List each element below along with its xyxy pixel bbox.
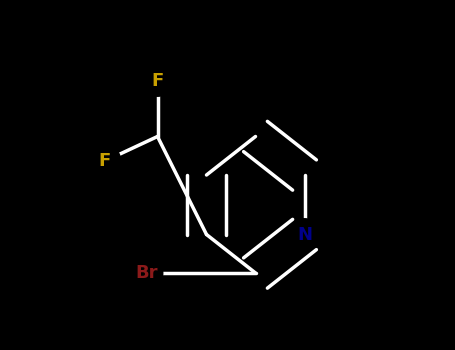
Text: Br: Br	[136, 264, 158, 282]
Circle shape	[142, 65, 173, 96]
Circle shape	[131, 257, 163, 289]
Text: F: F	[99, 152, 111, 170]
Text: N: N	[297, 225, 312, 244]
Text: F: F	[152, 71, 164, 90]
Circle shape	[289, 219, 320, 250]
Circle shape	[89, 145, 121, 177]
